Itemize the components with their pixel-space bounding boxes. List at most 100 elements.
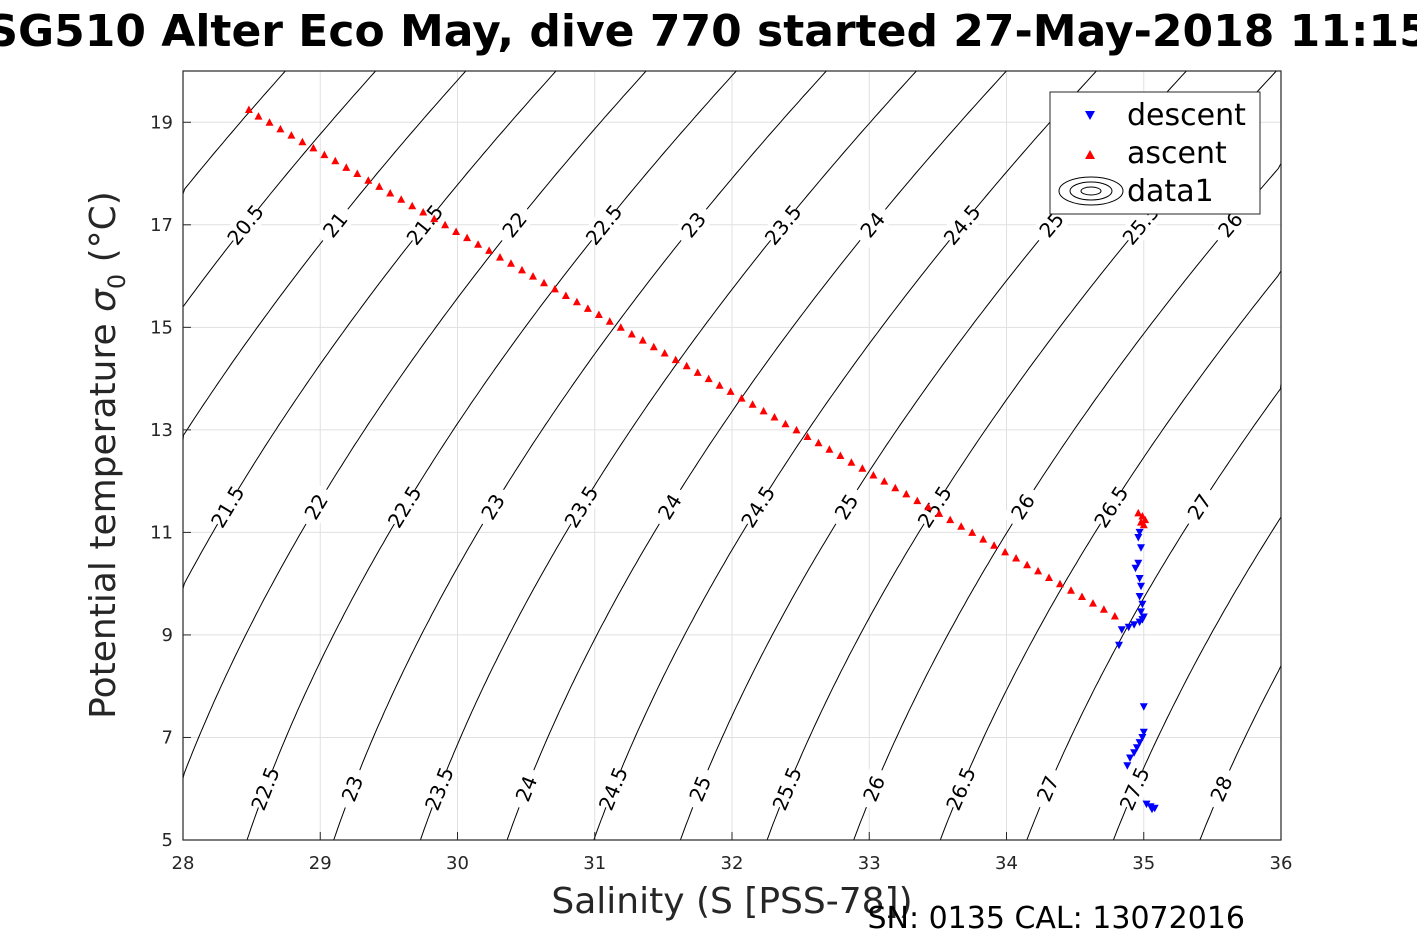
contour-label-bg [649, 483, 691, 531]
ascent-point [924, 502, 933, 511]
ascent-point [957, 522, 966, 530]
legend-descent-marker [1085, 111, 1095, 120]
descent-point [1123, 762, 1132, 770]
ascent-point [386, 189, 395, 197]
ascent-point [858, 464, 867, 472]
contour-line [182, 70, 376, 312]
x-axis-ticks: 28 29 30 31 32 33 34 35 36 [172, 832, 1292, 874]
ascent-point [1089, 599, 1097, 607]
descent-point [1139, 728, 1148, 737]
ascent-point [1134, 508, 1143, 517]
ascent-point [627, 330, 636, 338]
ascent-point [869, 471, 878, 479]
contour-line [246, 70, 737, 841]
ascent-point [759, 406, 768, 415]
x-tick-label: 35 [1132, 853, 1155, 874]
contour-label-bg [913, 483, 956, 531]
chart-title: SG510 Alter Eco May, dive 770 started 27… [0, 6, 1417, 57]
descent-point [1137, 608, 1145, 616]
y-tick-label: 9 [162, 625, 173, 646]
ascent-point [561, 291, 570, 299]
legend-box [1049, 91, 1261, 215]
contour-label-bg [761, 201, 806, 248]
contour-line [419, 70, 917, 841]
y-axis-label-text: Potential temperature [83, 312, 124, 719]
ascent-point [1023, 560, 1032, 569]
contour-label-bg [855, 765, 893, 812]
ascent-point [715, 381, 724, 389]
calibration-footer: SN: 0135 CAL: 13072016 [867, 901, 1245, 936]
ascent-point [660, 349, 669, 357]
descent-point [1135, 618, 1144, 627]
ascent-point [704, 374, 713, 383]
y-axis-label-unit: (°C) [83, 191, 124, 274]
contour-label: 25.5 [767, 764, 806, 814]
contour-label-bg [681, 765, 719, 812]
ascent-point [463, 233, 472, 242]
contour-line [1199, 655, 1282, 841]
ascent-point [1056, 579, 1064, 588]
x-tick-label: 31 [583, 853, 606, 874]
ascent-point [737, 394, 746, 402]
contour-label: 22.5 [383, 482, 427, 533]
ascent-point [254, 112, 263, 120]
descent-point [1132, 744, 1141, 752]
contour-label-bg [207, 483, 249, 531]
ascent-point [902, 489, 911, 498]
y-axis-label: Potential temperature σ0 (°C) [83, 191, 131, 719]
contour-line [939, 265, 1282, 841]
ascent-point [726, 387, 735, 395]
contour-label-bg [1028, 765, 1067, 812]
ascent-point [649, 342, 658, 351]
ascent-point [353, 169, 362, 177]
x-tick-label: 34 [995, 853, 1018, 874]
descent-point [1117, 626, 1126, 634]
ascent-point [935, 509, 944, 517]
descent-point [1142, 800, 1151, 809]
contour-label-bg [1115, 765, 1154, 812]
contour-line [333, 70, 827, 841]
descent-point [1135, 739, 1144, 747]
ascent-point [276, 124, 285, 133]
contour-label-bg [247, 765, 284, 812]
contour-label-bg [560, 483, 603, 531]
descent-point [1137, 582, 1145, 591]
ascent-point [1045, 573, 1053, 581]
contour-label-bg [295, 483, 337, 531]
ascent-point [1034, 566, 1043, 575]
contour-label-bg [1090, 483, 1133, 531]
y-tick-label: 7 [162, 727, 173, 748]
contour-label-bg [671, 201, 716, 248]
ascent-point [748, 400, 757, 408]
ascent-point [507, 259, 515, 267]
ascent-point [1001, 547, 1010, 556]
ascent-point [287, 131, 296, 139]
contour-label-bg [403, 201, 447, 248]
legend-ascent-marker [1085, 150, 1095, 159]
contour-label: 23.5 [420, 764, 459, 814]
contour-label-bg [768, 765, 806, 812]
ascent-point [946, 515, 955, 524]
descent-point [1126, 754, 1134, 762]
contour-line [506, 70, 1007, 841]
ascent-point [474, 240, 483, 248]
ascent-point [583, 304, 592, 312]
ascent-point [298, 137, 307, 146]
contour-label-bg [942, 765, 980, 812]
ascent-point [814, 438, 823, 447]
descent-point [1130, 749, 1139, 757]
ascent-point [671, 355, 680, 364]
ascent-point [496, 253, 504, 261]
descent-point [1138, 600, 1147, 609]
legend-ascent-label: ascent [1127, 136, 1227, 171]
ascent-point [616, 323, 625, 331]
contour-label: 26.5 [941, 764, 981, 814]
ascent-point [1110, 612, 1119, 620]
contour-label-bg [1002, 483, 1044, 531]
ascent-point [770, 413, 779, 421]
data-markers [244, 105, 1159, 814]
contour-label-bg [1178, 483, 1221, 531]
contour-label: 26.5 [1089, 482, 1133, 532]
ascent-point [430, 214, 439, 223]
